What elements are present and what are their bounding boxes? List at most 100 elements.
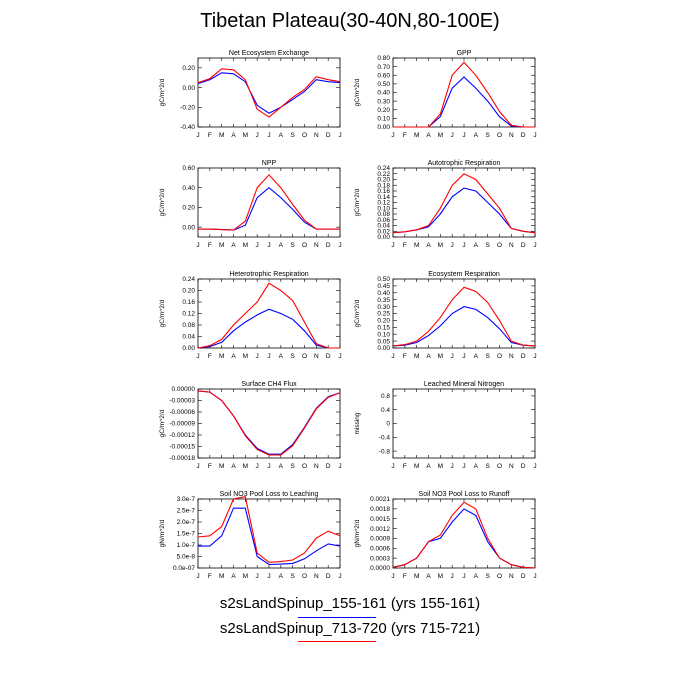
x-tick-label: J	[391, 242, 394, 249]
y-tick-label: 0.0015	[370, 516, 390, 523]
y-tick-label: 0.24	[377, 165, 390, 172]
y-tick-label: 0.00	[182, 85, 195, 92]
series-line-1	[197, 390, 341, 455]
x-tick-label: M	[414, 132, 419, 139]
x-tick-label: A	[474, 353, 479, 360]
series-line-2	[197, 496, 341, 563]
x-tick-label: M	[219, 573, 224, 580]
series-line-2	[198, 174, 340, 231]
y-tick-label: 0.00000	[172, 386, 196, 393]
panel-title: Net Ecosystem Exchange	[229, 50, 309, 57]
x-tick-label: F	[208, 132, 212, 139]
y-tick-label: 0.00	[377, 234, 390, 241]
y-tick-label: 0.60	[377, 72, 390, 79]
x-tick-label: F	[403, 463, 407, 470]
y-tick-label: 0.0012	[370, 526, 390, 533]
y-axis-label: gC/m^2/d	[159, 188, 166, 216]
y-tick-label: 2.0e-7	[177, 519, 196, 526]
x-tick-label: A	[426, 463, 431, 470]
plot-frame	[392, 57, 536, 128]
y-tick-label: -0.20	[180, 104, 195, 111]
panel-title: Soil NO3 Pool Loss to Runoff	[419, 491, 510, 498]
legend-entry-1: s2sLandSpinup_155-161 (yrs 155-161)	[0, 595, 700, 612]
x-tick-label: J	[462, 132, 465, 139]
x-tick-label: M	[243, 353, 248, 360]
x-tick-label: S	[485, 132, 490, 139]
x-tick-label: A	[231, 463, 236, 470]
x-tick-label: S	[290, 463, 295, 470]
plot-frame	[392, 167, 536, 238]
x-tick-label: N	[314, 463, 319, 470]
x-tick-label: N	[314, 573, 319, 580]
panel-10: Soil NO3 Pool Loss to Runoff 0.0000 0.0003…	[354, 491, 537, 580]
x-tick-label: M	[414, 573, 419, 580]
y-tick-label: 0.08	[377, 211, 390, 218]
x-tick-label: S	[485, 353, 490, 360]
panel-6: Ecosystem Respiration0.000.050.100.150.2…	[354, 271, 537, 360]
x-tick-label: J	[196, 242, 199, 249]
series-line-2	[392, 501, 536, 569]
x-tick-label: N	[314, 132, 319, 139]
x-tick-label: J	[256, 132, 259, 139]
x-tick-label: M	[438, 242, 443, 249]
x-tick-label: J	[533, 573, 536, 580]
x-tick-label: F	[208, 242, 212, 249]
x-tick-label: O	[497, 242, 502, 249]
x-tick-label: M	[414, 463, 419, 470]
y-tick-label: 0.18	[377, 182, 390, 189]
x-tick-label: S	[290, 132, 295, 139]
y-tick-label: 0.50	[377, 276, 390, 283]
y-tick-label: -0.00009	[169, 421, 195, 428]
y-tick-label: 0.80	[377, 55, 390, 62]
x-tick-label: J	[338, 573, 341, 580]
y-tick-label: 0.05	[377, 338, 390, 345]
y-tick-label: 0.35	[377, 297, 390, 304]
y-tick-label: 0.60	[182, 165, 195, 172]
y-tick-label: 0.70	[377, 64, 390, 71]
x-tick-label: O	[302, 242, 307, 249]
y-tick-label: 0.4	[381, 407, 390, 414]
panel-title: Soil NO3 Pool Loss to Leaching	[220, 491, 319, 498]
x-tick-label: A	[231, 132, 236, 139]
plot-frame	[392, 278, 536, 349]
x-tick-label: J	[462, 573, 465, 580]
x-tick-label: A	[279, 573, 284, 580]
y-tick-label: 0.10	[377, 331, 390, 338]
y-tick-label: 0.0018	[370, 506, 390, 513]
x-tick-label: M	[414, 242, 419, 249]
panel-1: Net Ecosystem Exchange -0.40 -0.20 0.00 0.20…	[159, 50, 342, 139]
panel-7: Surface CH4 Flux -0.00018 -0.00015 -0.00012…	[159, 381, 342, 470]
panel-title: Ecosystem Respiration	[428, 271, 500, 278]
x-tick-label: O	[302, 132, 307, 139]
x-tick-label: S	[290, 573, 295, 580]
x-tick-label: O	[497, 132, 502, 139]
y-tick-label: 0.22	[377, 171, 390, 178]
x-tick-label: N	[509, 573, 514, 580]
x-tick-label: M	[219, 242, 224, 249]
x-tick-label: J	[533, 242, 536, 249]
x-tick-label: S	[485, 463, 490, 470]
x-tick-label: S	[290, 242, 295, 249]
x-tick-label: O	[497, 573, 502, 580]
x-tick-label: J	[451, 132, 454, 139]
x-tick-label: J	[462, 463, 465, 470]
series-line-1	[197, 308, 340, 349]
y-axis-label: gC/m^2/d	[354, 299, 361, 327]
panel-title: Leached Mineral Nitrogen	[424, 381, 504, 388]
x-tick-label: O	[497, 463, 502, 470]
x-tick-label: N	[509, 242, 514, 249]
x-tick-label: J	[391, 353, 394, 360]
y-tick-label: 0.06	[377, 217, 390, 224]
y-tick-label: 0.0e-07	[173, 565, 195, 572]
y-tick-label: -0.00018	[169, 455, 195, 462]
x-tick-label: J	[451, 573, 454, 580]
x-tick-label: A	[231, 353, 236, 360]
x-tick-label: J	[451, 353, 454, 360]
legend-label-1: s2sLandSpinup_155-161 (yrs 155-161)	[219, 595, 481, 612]
y-tick-label: 0.00	[377, 124, 390, 131]
x-tick-label: N	[509, 353, 514, 360]
legend-swatch-1	[298, 617, 376, 618]
x-tick-label: A	[474, 242, 479, 249]
y-tick-label: 0.00	[182, 345, 195, 352]
x-tick-label: J	[196, 132, 199, 139]
